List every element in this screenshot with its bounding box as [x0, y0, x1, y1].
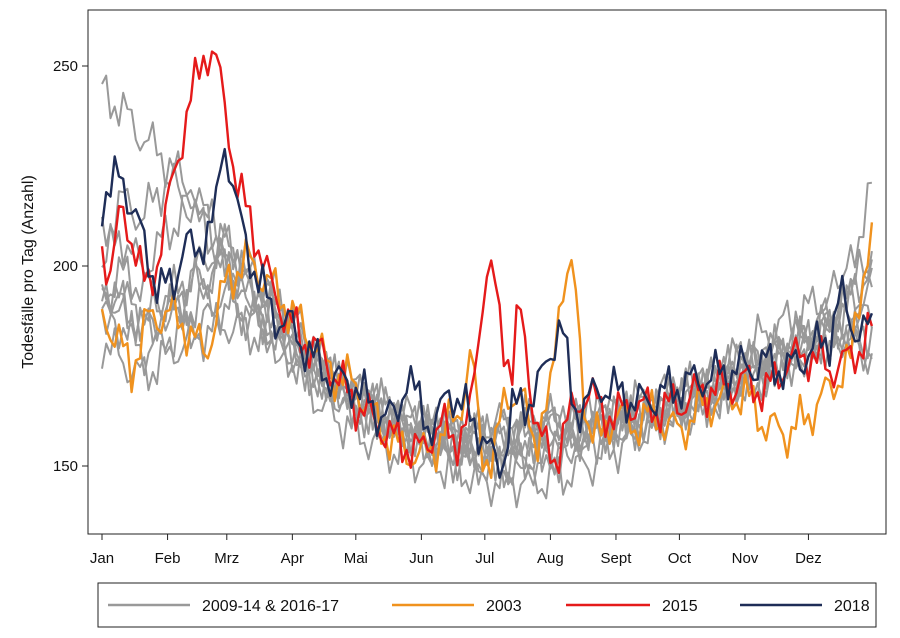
y-tick-label: 150	[53, 458, 78, 475]
x-tick-label: Mai	[344, 550, 368, 567]
y-tick-label: 200	[53, 258, 78, 275]
x-axis: Jan Feb Mrz Apr Mai Jun Jul Aug Sept Oct Nov Dez	[88, 533, 886, 567]
y-axis: 150 200 250	[53, 10, 89, 534]
x-tick-label: Aug	[537, 550, 564, 567]
legend-label: 2009-14 & 2016-17	[202, 598, 339, 615]
x-tick-label: Dez	[795, 550, 822, 567]
x-tick-label: Nov	[732, 550, 759, 567]
series-line-2018	[100, 147, 874, 479]
x-tick-label: Sept	[601, 550, 633, 567]
y-tick-label: 250	[53, 58, 78, 75]
legend-label: 2018	[834, 598, 870, 615]
series-line-historical	[101, 162, 873, 458]
x-tick-label: Feb	[155, 550, 181, 567]
series-line-2003	[100, 222, 874, 479]
legend: 2009-14 & 2016-17 2003 2015 2018	[97, 582, 877, 628]
legend-label: 2015	[662, 598, 698, 615]
x-tick-label: Oct	[668, 550, 692, 567]
x-tick-label: Jul	[475, 550, 494, 567]
y-axis-title: Todesfälle pro Tag (Anzahl)	[20, 175, 37, 369]
series-lines	[100, 50, 874, 509]
legend-label: 2003	[486, 598, 522, 615]
x-tick-label: Mrz	[214, 550, 239, 567]
series-line-2015	[100, 50, 874, 475]
x-tick-label: Jan	[90, 550, 114, 567]
x-tick-label: Jun	[409, 550, 433, 567]
x-tick-label: Apr	[281, 550, 304, 567]
